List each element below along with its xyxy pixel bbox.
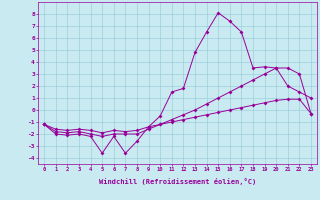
X-axis label: Windchill (Refroidissement éolien,°C): Windchill (Refroidissement éolien,°C) bbox=[99, 178, 256, 185]
